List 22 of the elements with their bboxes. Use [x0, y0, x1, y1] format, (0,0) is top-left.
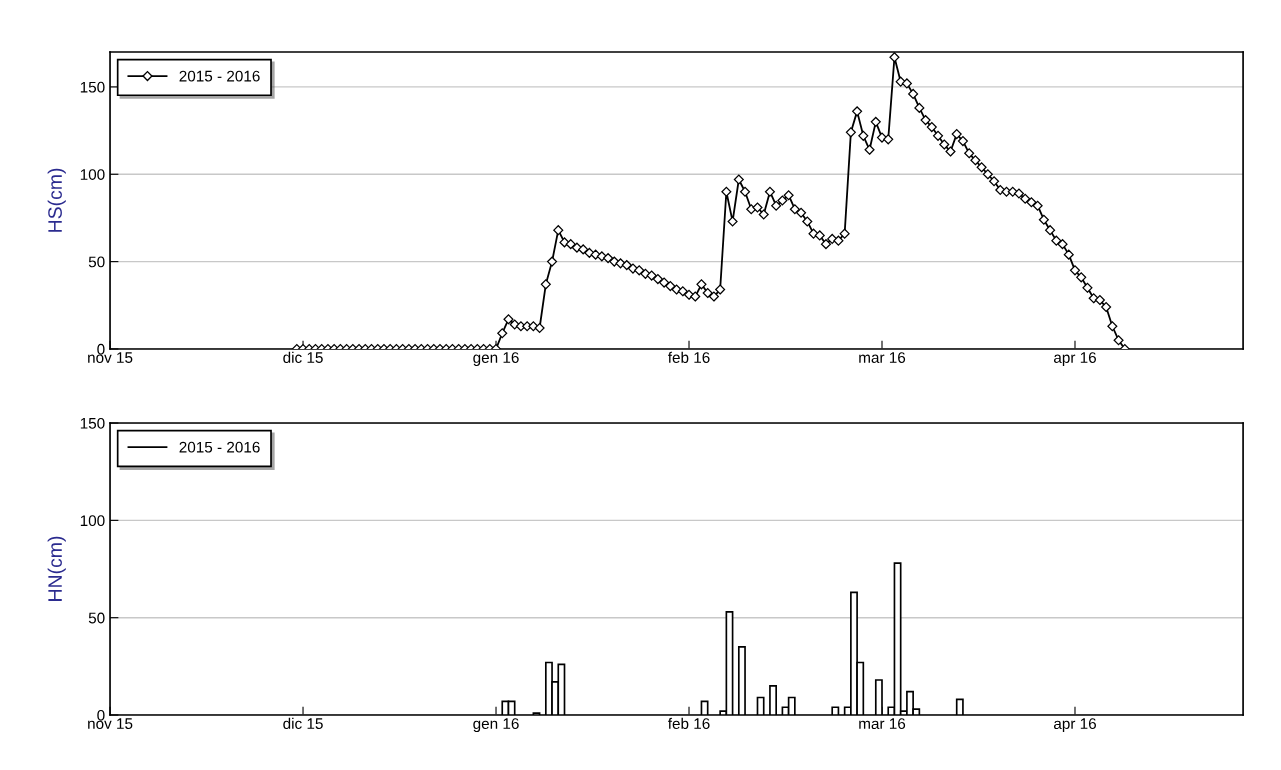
- x-tick-label: dic 15: [283, 351, 323, 363]
- y-axis-title: HS(cm): [47, 168, 66, 232]
- x-tick-label: apr 16: [1053, 718, 1096, 733]
- x-tick-label: feb 16: [667, 351, 710, 363]
- legend-label: 2015 - 2016: [179, 70, 260, 82]
- x-tick-label: gen 16: [473, 718, 519, 733]
- y-tick-label: 100: [80, 515, 105, 527]
- x-tick-label: dic 15: [283, 717, 323, 730]
- x-tick-label: mar 16: [859, 718, 906, 730]
- legend-label: 2015 - 2016: [179, 441, 260, 453]
- y-tick-label: 0: [97, 343, 105, 355]
- x-tick-label: gen 16: [473, 352, 519, 366]
- x-tick-label: apr 16: [1053, 352, 1096, 366]
- y-tick-label: 50: [88, 256, 105, 268]
- y-tick-label: 150: [80, 417, 105, 429]
- x-tick-label: feb 16: [667, 717, 710, 730]
- y-tick-label: 0: [97, 709, 105, 721]
- y-tick-label: 150: [80, 81, 105, 93]
- x-tick-label: mar 16: [859, 352, 906, 363]
- y-axis-title: HN(cm): [47, 536, 66, 601]
- y-tick-label: 100: [80, 169, 105, 180]
- y-tick-label: 50: [88, 612, 105, 624]
